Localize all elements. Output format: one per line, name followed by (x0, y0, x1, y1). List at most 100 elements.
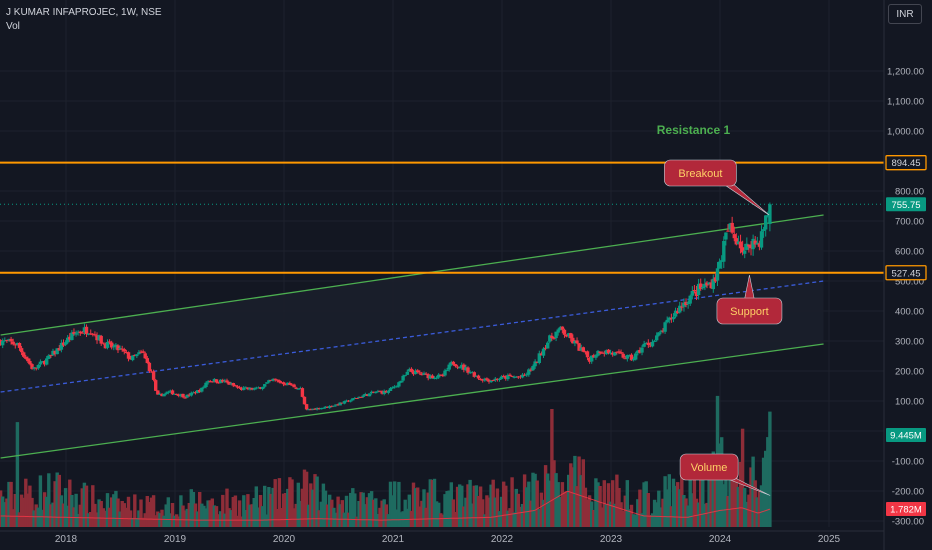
volume-bar (120, 501, 124, 527)
candle (233, 385, 238, 387)
candle (713, 277, 718, 282)
candle (730, 222, 734, 233)
volume-bar (86, 513, 91, 527)
volume-bar (577, 456, 581, 527)
candle (221, 380, 225, 382)
candle (212, 378, 217, 382)
volume-bar (581, 459, 585, 527)
candle (621, 353, 625, 358)
volume-bar (485, 495, 489, 527)
candle (342, 401, 347, 404)
candle (636, 350, 640, 354)
time-tick-label: 2020 (273, 534, 296, 545)
volume-bar (309, 483, 313, 527)
volume-bar (462, 506, 466, 527)
volume-bar (688, 475, 692, 527)
candle (244, 387, 248, 389)
volume-bar (265, 514, 269, 527)
volume-bar (372, 499, 376, 527)
candle (284, 384, 288, 386)
volume-bar (497, 511, 502, 527)
candle (615, 351, 619, 353)
volume-bar (357, 501, 361, 527)
candle (629, 354, 634, 361)
volume-bar (426, 492, 430, 527)
volume-bar (344, 495, 349, 527)
volume-bar (273, 479, 277, 527)
volume-bar (11, 509, 15, 527)
candle (504, 376, 508, 379)
volume-bar (271, 487, 275, 527)
candle (443, 370, 447, 376)
volume-bar (671, 478, 676, 527)
candle (464, 367, 468, 371)
candle (694, 291, 699, 297)
candle (61, 342, 66, 346)
candle (606, 349, 611, 354)
volume-bar (631, 514, 636, 527)
volume-bar (351, 488, 355, 527)
candle (133, 354, 137, 356)
volume-bar (53, 481, 57, 527)
volume-bar (240, 516, 244, 527)
candle (753, 240, 757, 245)
candle (74, 333, 78, 335)
candle (334, 404, 338, 406)
volume-bar (738, 461, 743, 527)
price-tick-label: 700.00 (895, 217, 924, 228)
candle (47, 355, 51, 359)
volume-bar (26, 493, 30, 527)
level-badge-bg (885, 265, 927, 281)
volume-bar (361, 492, 365, 527)
candle (3, 340, 7, 342)
volume-bar (661, 498, 665, 527)
volume-bar (284, 493, 288, 527)
volume-bar (263, 485, 267, 527)
volume-bar (648, 515, 653, 527)
volume-bar (464, 497, 468, 527)
candle (351, 398, 355, 401)
volume-bar (151, 495, 156, 527)
volume-bar (131, 517, 135, 527)
volume-bar (59, 495, 64, 527)
candle (550, 335, 554, 338)
candle (701, 287, 705, 289)
volume-bar (483, 514, 487, 527)
volume-bar (133, 494, 137, 527)
candle (585, 351, 590, 358)
volume-bar (567, 474, 571, 527)
candle (512, 376, 516, 378)
candle (709, 282, 713, 289)
volume-ma-badge: 1.782M (890, 505, 922, 516)
volume-bar (604, 504, 609, 527)
candle (634, 353, 638, 360)
time-tick-label: 2022 (491, 534, 514, 545)
candle (418, 372, 422, 374)
callout-breakout: Breakout (678, 168, 722, 180)
currency-button[interactable]: INR (888, 4, 922, 24)
candle (55, 348, 59, 355)
candle (527, 369, 531, 375)
volume-bar (313, 474, 317, 527)
candle (556, 329, 560, 333)
candle (757, 243, 762, 247)
candle (552, 337, 556, 339)
candle (405, 371, 409, 375)
volume-bar (466, 484, 470, 527)
candle (671, 316, 676, 320)
volume-bar (655, 502, 659, 527)
candle (9, 338, 13, 342)
candle (638, 350, 642, 353)
volume-bar (237, 500, 242, 527)
volume-bar (302, 469, 307, 527)
candle (409, 368, 414, 372)
volume-bar (45, 496, 49, 527)
candle (648, 345, 653, 347)
volume-bar (143, 513, 147, 527)
volume-bar (493, 497, 497, 527)
candle (571, 337, 575, 344)
candle (13, 344, 17, 346)
candle (594, 355, 598, 358)
volume-bar (449, 482, 453, 527)
